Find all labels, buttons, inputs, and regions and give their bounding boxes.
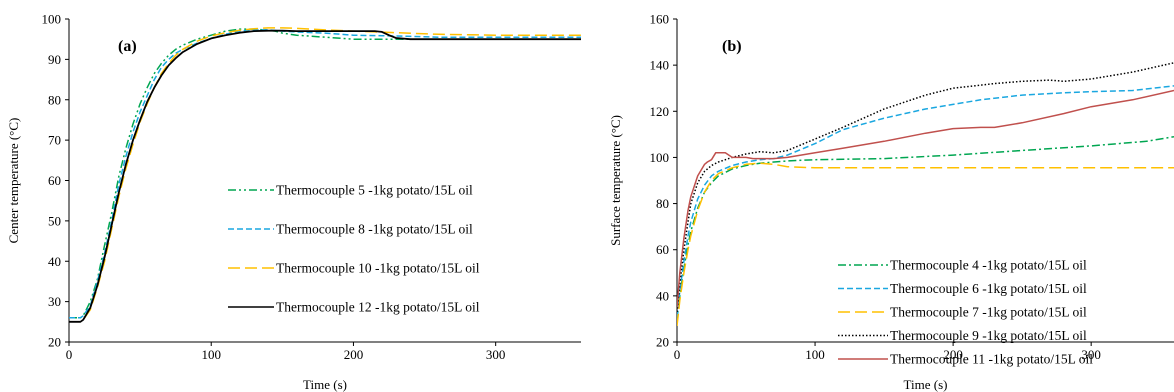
y-tick-label: 160 xyxy=(650,12,670,27)
x-tick-label: 300 xyxy=(486,347,506,362)
y-tick-label: 90 xyxy=(48,52,61,67)
y-tick-label: 40 xyxy=(656,288,669,303)
legend-label: Thermocouple 6 -1kg potato/15L oil xyxy=(890,281,1087,296)
y-tick-label: 30 xyxy=(48,294,61,309)
x-tick-label: 0 xyxy=(674,347,681,362)
y-tick-label: 80 xyxy=(48,92,61,107)
y-tick-label: 20 xyxy=(656,335,669,350)
legend-label: Thermocouple 4 -1kg potato/15L oil xyxy=(890,258,1087,273)
x-axis-label: Time (s) xyxy=(303,377,347,392)
y-tick-label: 20 xyxy=(48,335,61,350)
y-tick-label: 60 xyxy=(48,173,61,188)
x-axis-label: Time (s) xyxy=(904,377,948,392)
y-tick-label: 120 xyxy=(650,104,670,119)
y-tick-label: 40 xyxy=(48,254,61,269)
y-tick-label: 60 xyxy=(656,242,669,257)
panel-label: (a) xyxy=(118,38,137,55)
legend-label: Thermocouple 9 -1kg potato/15L oil xyxy=(890,328,1087,343)
series-line xyxy=(69,29,581,319)
series-line xyxy=(677,135,1174,319)
y-tick-label: 140 xyxy=(650,58,670,73)
x-tick-label: 200 xyxy=(344,347,364,362)
y-tick-label: 80 xyxy=(656,196,669,211)
x-tick-label: 200 xyxy=(943,347,963,362)
y-axis-label: Center temperature (°C) xyxy=(6,118,21,244)
x-tick-label: 0 xyxy=(66,347,73,362)
y-axis-label: Surface temperature (°C) xyxy=(608,115,623,246)
legend-label: Thermocouple 10 -1kg potato/15L oil xyxy=(276,261,480,276)
series-line xyxy=(677,89,1174,308)
legend-label: Thermocouple 12 -1kg potato/15L oil xyxy=(276,300,480,315)
y-tick-label: 70 xyxy=(48,133,61,148)
series-line xyxy=(677,62,1174,313)
x-tick-label: 100 xyxy=(201,347,221,362)
chart-panel-b: 20 40 60 80 100 120 140 160 0 100 200 300 Time (s) Su… xyxy=(608,12,1174,392)
y-tick-label: 50 xyxy=(48,213,61,228)
series-line xyxy=(69,27,581,323)
legend-label: Thermocouple 7 -1kg potato/15L oil xyxy=(890,305,1087,320)
x-tick-label: 300 xyxy=(1081,347,1101,362)
legend-label: Thermocouple 5 -1kg potato/15L oil xyxy=(276,183,473,198)
x-tick-label: 100 xyxy=(805,347,825,362)
series-line xyxy=(677,162,1174,326)
legend-label: Thermocouple 11 -1kg potato/15L oil xyxy=(890,352,1093,367)
legend-label: Thermocouple 8 -1kg potato/15L oil xyxy=(276,222,473,237)
series-line xyxy=(69,29,581,323)
y-tick-label: 100 xyxy=(650,150,670,165)
series-line xyxy=(69,28,581,319)
chart-panel-a: 20 30 40 50 60 70 80 90 100 0 100 200 300 Time (s) Cen… xyxy=(6,12,581,392)
panel-label: (b) xyxy=(722,38,742,55)
y-tick-label: 100 xyxy=(42,12,62,27)
